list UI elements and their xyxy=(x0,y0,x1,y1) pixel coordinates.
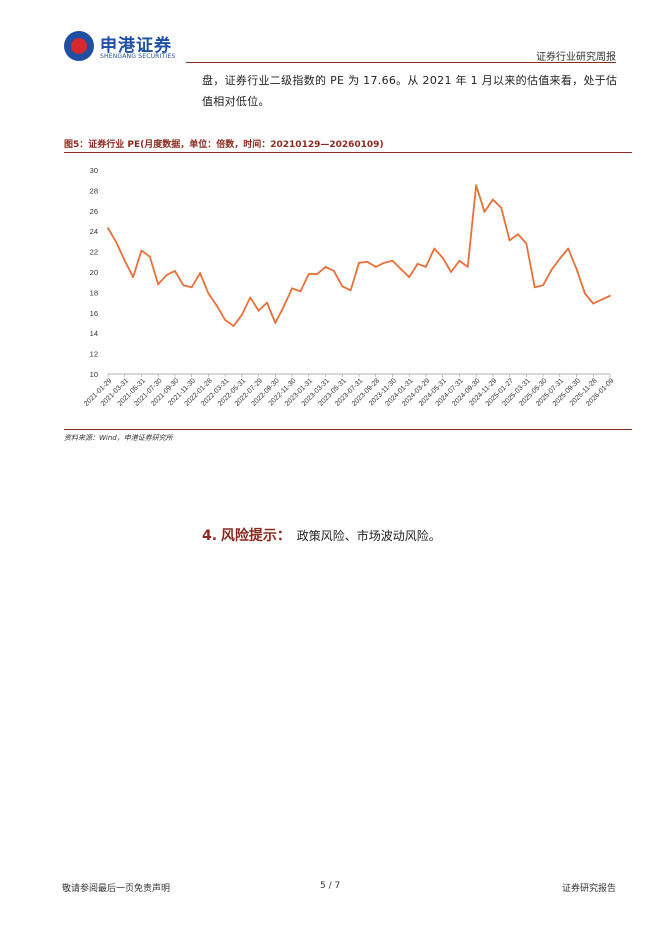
pe-data-point xyxy=(148,255,151,258)
pe-data-point xyxy=(491,198,494,201)
pe-data-point xyxy=(257,309,260,312)
pe-data-point xyxy=(600,298,603,301)
pe-data-point xyxy=(299,290,302,293)
pe-data-point xyxy=(316,273,319,275)
pe-data-point xyxy=(266,301,268,304)
pe-data-point xyxy=(249,296,252,299)
pe-data-point xyxy=(224,319,227,321)
pe-line-chart: 10 12 14 16 18 20 22 24 26 28 30 2021-01-292021-03… xyxy=(83,166,615,408)
pe-data-point xyxy=(349,289,352,292)
pe-data-point xyxy=(475,184,478,187)
company-logo: 申港证券 SHENGANG SECURITIES xyxy=(64,30,184,66)
pe-data-point xyxy=(466,266,469,268)
pe-data-point xyxy=(408,276,411,278)
pe-data-point xyxy=(433,247,436,250)
pe-data-point xyxy=(132,276,134,278)
pe-data-point xyxy=(609,294,611,297)
section-heading: 风险提示： xyxy=(220,528,291,544)
pe-data-point xyxy=(291,287,293,290)
pe-data-point xyxy=(207,292,210,295)
pe-data-point xyxy=(341,285,344,288)
y-tick-label: 26 xyxy=(90,207,98,216)
pe-data-point xyxy=(458,259,461,262)
section-number: 4. xyxy=(202,528,218,544)
pe-data-point xyxy=(517,233,519,236)
pe-data-point xyxy=(174,270,176,272)
pe-data-point xyxy=(558,257,561,260)
pe-data-point xyxy=(450,271,452,273)
pe-data-point xyxy=(592,302,595,305)
section-text: 政策风险、市场波动风险。 xyxy=(296,529,441,543)
pe-data-point xyxy=(215,304,218,307)
y-tick-label: 24 xyxy=(90,227,98,236)
pe-data-point xyxy=(182,284,185,287)
footer-report-label: 证券研究报告 xyxy=(561,884,616,894)
footer-disclaimer: 敬请参阅最后一页免责声明 xyxy=(62,884,171,894)
pe-data-point xyxy=(525,242,528,245)
pe-data-point xyxy=(374,266,377,268)
pe-data-point xyxy=(115,241,118,244)
logo-mark-icon xyxy=(64,31,94,61)
pe-data-point xyxy=(274,322,277,324)
pe-data-point xyxy=(416,262,419,265)
figure-title: 图5：证券行业 PE(月度数据，单位：倍数，时间：20210129—202601… xyxy=(64,140,384,150)
pe-data-point xyxy=(425,266,427,268)
pe-data-point xyxy=(333,270,335,272)
logo-en-text: SHENGANG SECURITIES xyxy=(100,53,176,60)
pe-data-point xyxy=(157,283,160,286)
risk-section: 4. 风险提示： 政策风险、市场波动风险。 xyxy=(202,525,441,545)
y-tick-label: 22 xyxy=(90,248,98,257)
pe-series-line xyxy=(107,184,611,327)
y-tick-label: 10 xyxy=(90,370,98,379)
y-tick-label: 16 xyxy=(90,309,98,318)
logo-cn-text: 申港证券 xyxy=(100,36,172,56)
pe-data-point xyxy=(584,292,586,295)
pe-data-point xyxy=(391,259,394,262)
pe-data-point xyxy=(533,286,536,289)
pe-data-point xyxy=(282,305,285,308)
body-paragraph: 盘，证券行业二级指数的 PE 为 17.66。从 2021 年 1 月以来的估值… xyxy=(202,74,618,108)
pe-data-point xyxy=(240,313,243,316)
pe-data-point xyxy=(366,260,369,263)
pe-data-point xyxy=(383,261,385,264)
pe-series xyxy=(107,184,611,327)
x-axis: 2021-01-292021-03-312021-05-312021-07-30… xyxy=(83,373,615,408)
header-divider xyxy=(186,62,616,63)
report-type: 证券行业研究周报 xyxy=(536,52,616,63)
pe-data-point xyxy=(324,266,327,268)
pe-data-point xyxy=(399,268,402,270)
y-axis: 10 12 14 16 18 20 22 24 26 28 30 xyxy=(90,166,98,379)
y-tick-label: 18 xyxy=(90,288,98,297)
pe-data-point xyxy=(307,273,310,275)
pe-data-point xyxy=(508,239,511,242)
pe-data-point xyxy=(483,210,486,213)
pe-data-point xyxy=(542,284,544,287)
pe-data-point xyxy=(441,256,444,259)
y-tick-label: 14 xyxy=(90,329,98,338)
footer-page-number: 5 / 7 xyxy=(320,881,341,891)
pe-data-point xyxy=(550,269,553,271)
pe-data-point xyxy=(165,274,168,276)
pe-data-point xyxy=(123,259,126,262)
figure-top-rule xyxy=(64,152,632,153)
pe-data-point xyxy=(358,261,360,264)
pe-data-point xyxy=(575,268,578,270)
y-tick-label: 30 xyxy=(90,166,98,175)
y-tick-label: 12 xyxy=(90,350,98,359)
y-tick-label: 20 xyxy=(90,268,98,277)
figure-bottom-rule xyxy=(64,429,632,430)
pe-data-point xyxy=(190,286,193,289)
pe-data-point xyxy=(140,249,143,252)
pe-data-point xyxy=(199,272,201,274)
pe-data-point xyxy=(500,206,503,209)
pe-data-point xyxy=(567,247,570,250)
figure-source: 资料来源：Wind，申港证券研究所 xyxy=(64,434,173,442)
pe-data-point xyxy=(232,325,235,327)
pe-data-point xyxy=(107,227,109,230)
y-tick-label: 28 xyxy=(90,186,98,195)
